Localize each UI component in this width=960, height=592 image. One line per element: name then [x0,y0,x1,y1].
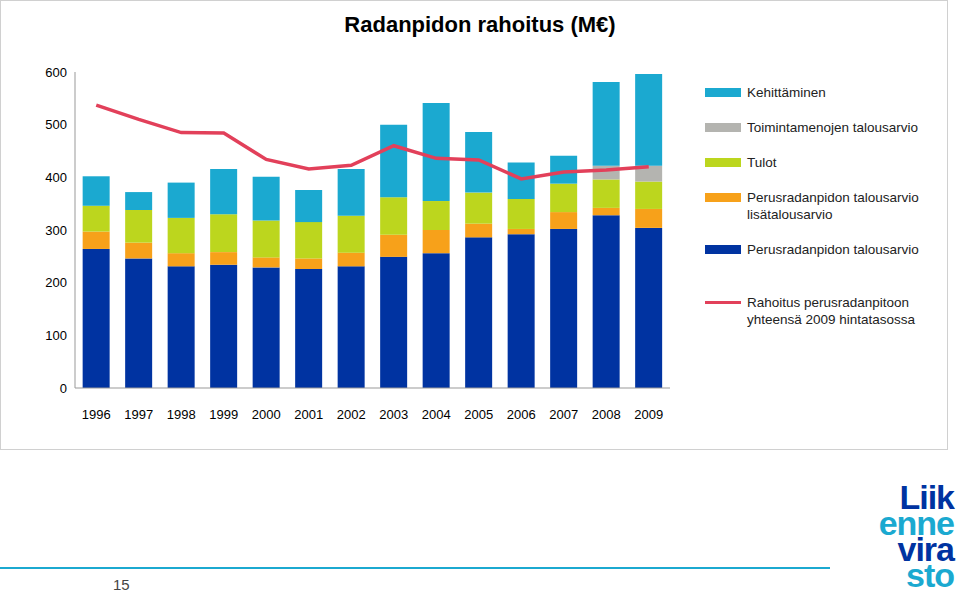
html-text:vira: vira [897,530,954,568]
html-text:Liik: Liik [899,478,954,516]
svg-text:2006: 2006 [507,407,536,422]
svg-text:1998: 1998 [167,407,196,422]
svg-text:2004: 2004 [422,407,451,422]
svg-text:2008: 2008 [592,407,621,422]
svg-text:600: 600 [45,65,67,80]
svg-text:1997: 1997 [124,407,153,422]
svg-text:2007: 2007 [549,407,578,422]
svg-text:2009: 2009 [634,407,663,422]
html-text:Kehittäminen: Kehittäminen [747,85,826,100]
html-text:Tulot: Tulot [747,155,777,170]
svg-text:100: 100 [45,328,67,343]
svg-text:2005: 2005 [464,407,493,422]
svg-text:0: 0 [60,381,67,396]
html-text:Radanpidon rahoitus (M€): Radanpidon rahoitus (M€) [344,12,616,37]
svg-text:2002: 2002 [337,407,366,422]
html-text:Perusradanpidon talousarvio: Perusradanpidon talousarvio [747,242,919,257]
svg-text:2003: 2003 [379,407,408,422]
svg-text:400: 400 [45,170,67,185]
svg-text:2000: 2000 [252,407,281,422]
svg-text:1996: 1996 [82,407,111,422]
svg-text:300: 300 [45,223,67,238]
svg-text:1999: 1999 [209,407,238,422]
html-text:enne: enne [878,504,954,542]
svg-text:200: 200 [45,275,67,290]
html-text:15: 15 [113,576,130,592]
html-text:Perusradanpidon talousarvio li: Perusradanpidon talousarvio lisätalousar… [747,190,919,222]
html-text:Rahoitus perusradanpitoon yhte: Rahoitus perusradanpitoon yhteensä 2009 … [747,295,916,327]
svg-text:500: 500 [45,117,67,132]
html-text:Toimintamenojen talousarvio: Toimintamenojen talousarvio [747,120,919,135]
svg-text:2001: 2001 [294,407,323,422]
